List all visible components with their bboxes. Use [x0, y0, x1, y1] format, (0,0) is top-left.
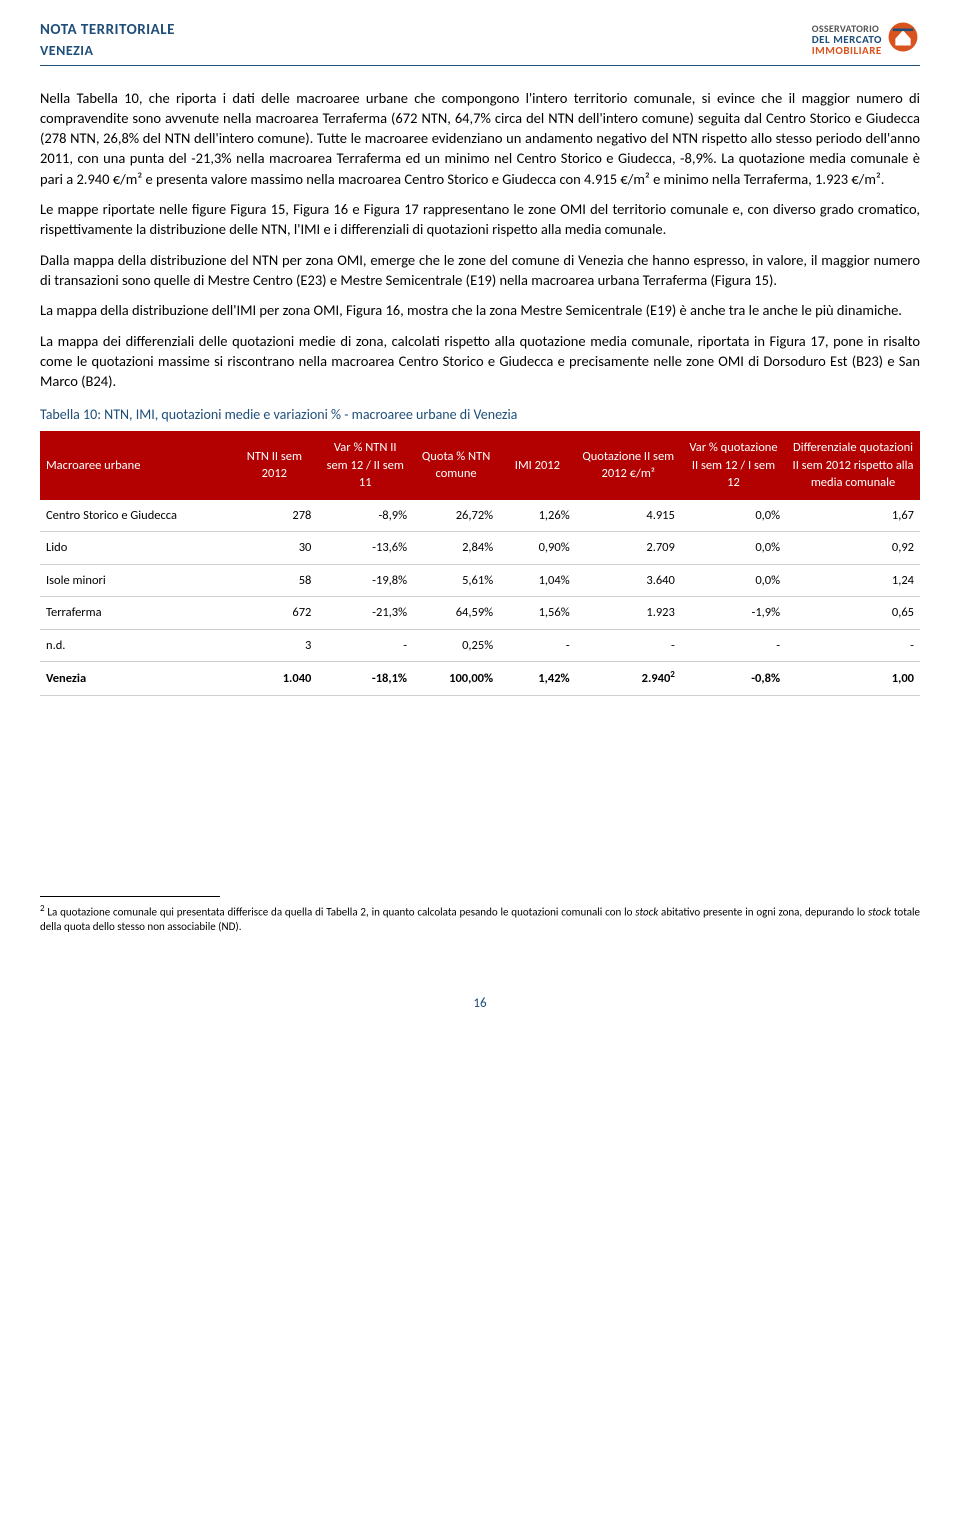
table-cell: 0,90% [499, 532, 576, 565]
table-cell: 2.709 [576, 532, 681, 565]
table-cell: 64,59% [413, 597, 499, 630]
table-cell: 3.640 [576, 564, 681, 597]
paragraph-3: Dalla mappa della distribuzione del NTN … [40, 250, 920, 291]
logo: OSSERVATORIO DEL MERCATO IMMOBILIARE [812, 20, 920, 60]
table-cell: 278 [231, 500, 317, 532]
table-cell: 1,56% [499, 597, 576, 630]
table-cell: 2.9402 [576, 662, 681, 696]
col-header: Quota % NTN comune [413, 431, 499, 500]
col-header: Macroaree urbane [40, 431, 231, 500]
table-cell: -0,8% [681, 662, 786, 696]
table-head: Macroaree urbane NTN II sem 2012 Var % N… [40, 431, 920, 500]
col-header: IMI 2012 [499, 431, 576, 500]
col-header: NTN II sem 2012 [231, 431, 317, 500]
table-cell: -8,9% [317, 500, 413, 532]
table-cell: -21,3% [317, 597, 413, 630]
table-cell: Centro Storico e Giudecca [40, 500, 231, 532]
page-number: 16 [40, 995, 920, 1013]
paragraph-4: La mappa della distribuzione dell'IMI pe… [40, 300, 920, 320]
table-cell: - [499, 629, 576, 662]
footnote-separator [40, 896, 220, 897]
col-header: Quotazione II sem 2012 €/m² [576, 431, 681, 500]
logo-line3: IMMOBILIARE [812, 45, 882, 56]
logo-text: OSSERVATORIO DEL MERCATO IMMOBILIARE [812, 24, 882, 56]
paragraph-5: La mappa dei differenziali delle quotazi… [40, 331, 920, 392]
house-icon [886, 20, 920, 60]
table-cell: 0,0% [681, 564, 786, 597]
page-header: NOTA TERRITORIALE VENEZIA OSSERVATORIO D… [40, 20, 920, 66]
table-cell: 58 [231, 564, 317, 597]
footnote: 2 La quotazione comunale qui presentata … [40, 903, 920, 935]
table-cell: - [681, 629, 786, 662]
paragraph-2: Le mappe riportate nelle figure Figura 1… [40, 199, 920, 240]
table-cell: 0,0% [681, 500, 786, 532]
table-cell: 1,42% [499, 662, 576, 696]
table-cell: 0,65 [786, 597, 920, 630]
table-row: Isole minori58-19,8%5,61%1,04%3.6400,0%1… [40, 564, 920, 597]
col-header: Var % NTN II sem 12 / II sem 11 [317, 431, 413, 500]
paragraph-1: Nella Tabella 10, che riporta i dati del… [40, 88, 920, 189]
table-body: Centro Storico e Giudecca278-8,9%26,72%1… [40, 500, 920, 696]
table-row: n.d.3-0,25%---- [40, 629, 920, 662]
table-cell: 30 [231, 532, 317, 565]
table-cell: 0,25% [413, 629, 499, 662]
data-table: Macroaree urbane NTN II sem 2012 Var % N… [40, 431, 920, 696]
table-cell: 1,04% [499, 564, 576, 597]
header-title: NOTA TERRITORIALE [40, 20, 175, 41]
body-text: Nella Tabella 10, che riporta i dati del… [40, 88, 920, 392]
table-cell: - [786, 629, 920, 662]
table-cell: 5,61% [413, 564, 499, 597]
table-row: Terraferma672-21,3%64,59%1,56%1.923-1,9%… [40, 597, 920, 630]
table-cell: 26,72% [413, 500, 499, 532]
table-cell: 1,00 [786, 662, 920, 696]
table-cell: 672 [231, 597, 317, 630]
table-cell: 1.923 [576, 597, 681, 630]
table-cell: -19,8% [317, 564, 413, 597]
table-cell: 4.915 [576, 500, 681, 532]
table-cell: Terraferma [40, 597, 231, 630]
col-header: Var % quotazione II sem 12 / I sem 12 [681, 431, 786, 500]
table-caption: Tabella 10: NTN, IMI, quotazioni medie e… [40, 405, 920, 425]
table-total-row: Venezia1.040-18,1%100,00%1,42%2.9402-0,8… [40, 662, 920, 696]
table-cell: -1,9% [681, 597, 786, 630]
header-city: VENEZIA [40, 41, 175, 61]
header-left: NOTA TERRITORIALE VENEZIA [40, 20, 175, 61]
table-cell: - [576, 629, 681, 662]
table-cell: n.d. [40, 629, 231, 662]
table-row: Centro Storico e Giudecca278-8,9%26,72%1… [40, 500, 920, 532]
table-cell: -18,1% [317, 662, 413, 696]
footnote-text: La quotazione comunale qui presentata di… [40, 905, 920, 933]
table-cell: - [317, 629, 413, 662]
table-cell: Lido [40, 532, 231, 565]
table-row: Lido30-13,6%2,84%0,90%2.7090,0%0,92 [40, 532, 920, 565]
table-cell: 0,92 [786, 532, 920, 565]
col-header: Differenziale quotazioni II sem 2012 ris… [786, 431, 920, 500]
table-cell: 1,67 [786, 500, 920, 532]
table-cell: 2,84% [413, 532, 499, 565]
table-cell: Venezia [40, 662, 231, 696]
table-cell: 100,00% [413, 662, 499, 696]
table-cell: Isole minori [40, 564, 231, 597]
table-cell: 1,26% [499, 500, 576, 532]
table-cell: 3 [231, 629, 317, 662]
table-cell: -13,6% [317, 532, 413, 565]
table-cell: 1,24 [786, 564, 920, 597]
table-cell: 1.040 [231, 662, 317, 696]
table-cell: 0,0% [681, 532, 786, 565]
